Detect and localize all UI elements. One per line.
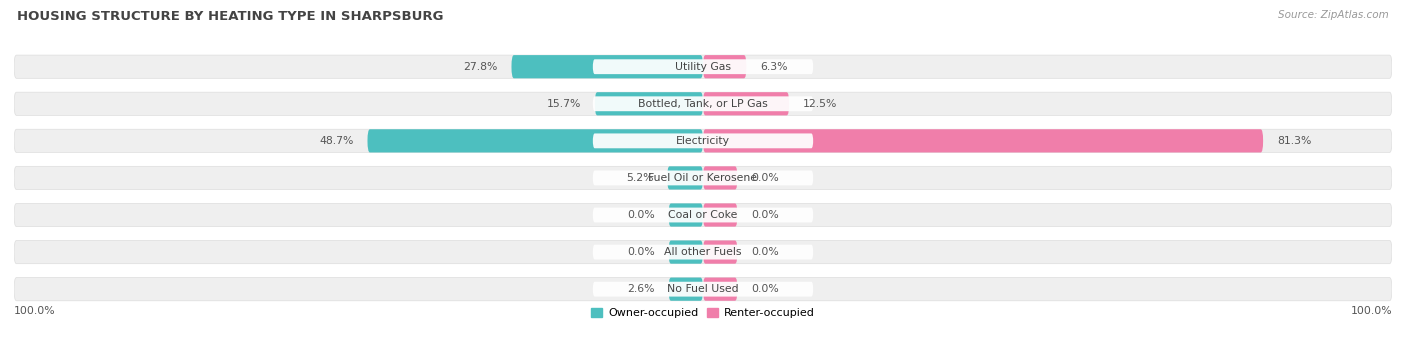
Text: 12.5%: 12.5% [803, 99, 837, 109]
FancyBboxPatch shape [593, 245, 813, 260]
FancyBboxPatch shape [703, 55, 747, 78]
FancyBboxPatch shape [703, 278, 738, 301]
Text: 48.7%: 48.7% [319, 136, 354, 146]
FancyBboxPatch shape [668, 166, 703, 190]
Text: All other Fuels: All other Fuels [664, 247, 742, 257]
FancyBboxPatch shape [14, 240, 1392, 264]
Text: Coal or Coke: Coal or Coke [668, 210, 738, 220]
FancyBboxPatch shape [593, 282, 813, 297]
FancyBboxPatch shape [512, 55, 703, 78]
Text: 27.8%: 27.8% [464, 62, 498, 72]
Text: Fuel Oil or Kerosene: Fuel Oil or Kerosene [648, 173, 758, 183]
FancyBboxPatch shape [703, 204, 738, 227]
Text: 0.0%: 0.0% [751, 173, 779, 183]
Text: 2.6%: 2.6% [627, 284, 655, 294]
FancyBboxPatch shape [593, 133, 813, 148]
Text: Source: ZipAtlas.com: Source: ZipAtlas.com [1278, 10, 1389, 20]
FancyBboxPatch shape [703, 240, 738, 264]
FancyBboxPatch shape [669, 240, 703, 264]
Text: 100.0%: 100.0% [14, 306, 56, 316]
FancyBboxPatch shape [14, 204, 1392, 227]
FancyBboxPatch shape [14, 129, 1392, 152]
FancyBboxPatch shape [593, 59, 813, 74]
FancyBboxPatch shape [14, 92, 1392, 115]
Text: 0.0%: 0.0% [751, 284, 779, 294]
Legend: Owner-occupied, Renter-occupied: Owner-occupied, Renter-occupied [586, 303, 820, 323]
Text: 0.0%: 0.0% [627, 247, 655, 257]
FancyBboxPatch shape [593, 97, 813, 111]
FancyBboxPatch shape [703, 166, 738, 190]
Text: Utility Gas: Utility Gas [675, 62, 731, 72]
Text: Electricity: Electricity [676, 136, 730, 146]
FancyBboxPatch shape [14, 55, 1392, 78]
FancyBboxPatch shape [703, 92, 789, 115]
Text: 15.7%: 15.7% [547, 99, 581, 109]
FancyBboxPatch shape [703, 129, 1263, 152]
Text: 100.0%: 100.0% [1350, 306, 1392, 316]
FancyBboxPatch shape [367, 129, 703, 152]
FancyBboxPatch shape [14, 166, 1392, 190]
Text: 5.2%: 5.2% [626, 173, 654, 183]
FancyBboxPatch shape [669, 204, 703, 227]
Text: 0.0%: 0.0% [751, 247, 779, 257]
FancyBboxPatch shape [14, 278, 1392, 301]
Text: 0.0%: 0.0% [627, 210, 655, 220]
Text: No Fuel Used: No Fuel Used [668, 284, 738, 294]
FancyBboxPatch shape [595, 92, 703, 115]
FancyBboxPatch shape [593, 170, 813, 186]
FancyBboxPatch shape [669, 278, 703, 301]
Text: HOUSING STRUCTURE BY HEATING TYPE IN SHARPSBURG: HOUSING STRUCTURE BY HEATING TYPE IN SHA… [17, 10, 443, 23]
Text: 6.3%: 6.3% [761, 62, 787, 72]
FancyBboxPatch shape [593, 208, 813, 222]
Text: Bottled, Tank, or LP Gas: Bottled, Tank, or LP Gas [638, 99, 768, 109]
Text: 81.3%: 81.3% [1277, 136, 1312, 146]
Text: 0.0%: 0.0% [751, 210, 779, 220]
